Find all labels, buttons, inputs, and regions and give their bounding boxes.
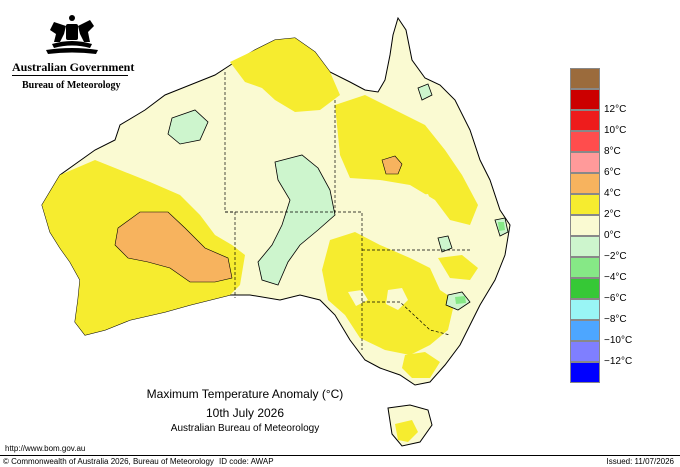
legend-swatch: [570, 110, 600, 131]
legend-label: 8°C: [604, 146, 621, 157]
map-source: Australian Bureau of Meteorology: [170, 423, 320, 434]
legend-label: −6°C: [604, 293, 627, 304]
anomaly-inland-cool: [437, 235, 453, 253]
footer-divider: [0, 455, 680, 456]
anomaly-top-cool: [167, 109, 209, 145]
legend-label: −4°C: [604, 272, 627, 283]
legend-label: 0°C: [604, 230, 621, 241]
map-date: 10th July 2026: [205, 406, 285, 420]
legend-swatch: [570, 68, 600, 89]
legend-label: −8°C: [604, 314, 627, 325]
anomaly-qld-hot: [381, 155, 403, 175]
legend-swatch: [570, 194, 600, 215]
anomaly-qld-warm: [335, 95, 478, 225]
copyright-text: © Commonwealth of Australia 2026, Bureau…: [3, 457, 214, 466]
tasmania-warm: [395, 420, 418, 442]
legend-label: 2°C: [604, 209, 621, 220]
legend-swatch: [570, 152, 600, 173]
legend-swatch: [570, 299, 600, 320]
legend-swatch: [570, 173, 600, 194]
bureau-title: Bureau of Meteorology: [22, 80, 121, 91]
legend-swatch: [570, 320, 600, 341]
legend-label: −2°C: [604, 251, 627, 262]
legend-swatch: [570, 278, 600, 299]
anomaly-inland-pale: [412, 194, 434, 214]
id-code: ID code: AWAP: [219, 457, 274, 466]
website-link[interactable]: http://www.bom.gov.au: [5, 444, 86, 453]
legend-label: −12°C: [604, 356, 633, 367]
legend-swatch: [570, 236, 600, 257]
anomaly-nt-cool: [257, 154, 336, 286]
anomaly-vic-warm: [402, 352, 440, 378]
legend-label: −10°C: [604, 335, 633, 346]
legend-label: 6°C: [604, 167, 621, 178]
anomaly-wa-hot: [114, 211, 233, 283]
legend-swatch: [570, 89, 600, 110]
legend-swatch: [570, 341, 600, 362]
anomaly-qld-cool: [417, 83, 433, 101]
map-title: Maximum Temperature Anomaly (°C): [146, 387, 344, 401]
legend-label: 4°C: [604, 188, 621, 199]
anomaly-north-warm: [230, 38, 340, 112]
legend-label: 12°C: [604, 104, 627, 115]
legend-swatch: [570, 215, 600, 236]
legend-swatch: [570, 257, 600, 278]
anomaly-nsw-cold: [455, 296, 466, 304]
state-borders: [224, 72, 470, 350]
legend-label: 10°C: [604, 125, 627, 136]
legend-swatch: [570, 362, 600, 383]
issued-date: Issued: 11/07/2026: [606, 457, 674, 466]
government-title: Australian Government: [12, 60, 135, 74]
divider: [12, 75, 128, 76]
anomaly-east-warm: [438, 255, 478, 280]
anomaly-east-cold: [498, 222, 505, 231]
coat-of-arms-icon: [46, 15, 98, 54]
legend-swatch: [570, 131, 600, 152]
